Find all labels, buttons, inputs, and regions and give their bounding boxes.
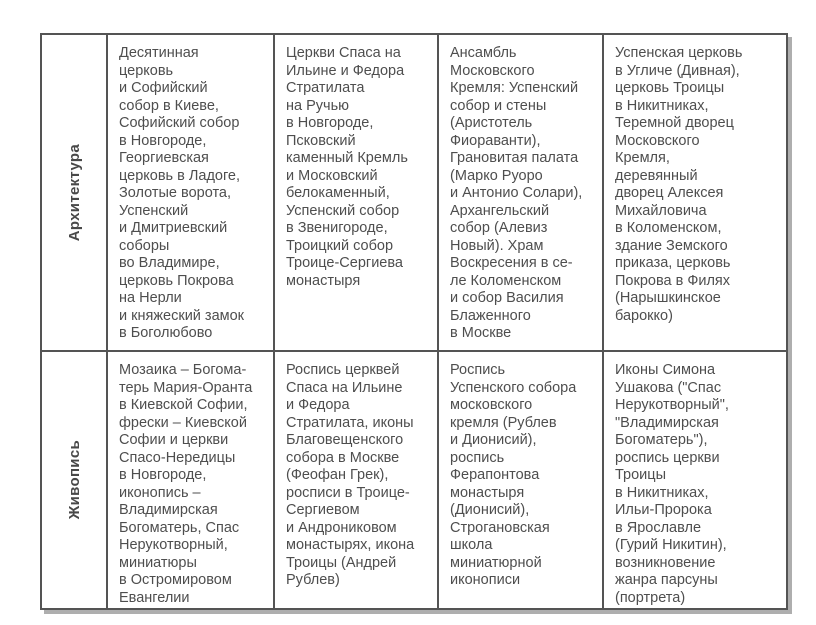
cell-architecture-period-3: Ансамбль Московского Кремля: Успенский с… (437, 35, 602, 350)
cell-painting-period-1: Мозаика – Богома- терь Мария-Оранта в Ки… (106, 350, 273, 608)
row-header-architecture-label: Архитектура (65, 143, 83, 242)
cell-architecture-period-4: Успенская церковь в Угличе (Дивная), цер… (602, 35, 786, 350)
cell-painting-period-3: Роспись Успенского собора московского кр… (437, 350, 602, 608)
row-header-architecture: Архитектура (42, 35, 106, 350)
cell-architecture-period-1: Десятинная церковь и Софийский собор в К… (106, 35, 273, 350)
cell-architecture-period-2: Церкви Спаса на Ильине и Федора Стратила… (273, 35, 437, 350)
row-header-painting-label: Живопись (65, 440, 83, 520)
cell-painting-period-4: Иконы Симона Ушакова ("Спас Нерукотворны… (602, 350, 786, 608)
row-header-painting: Живопись (42, 350, 106, 608)
history-art-table: Архитектура Десятинная церковь и Софийск… (40, 33, 788, 610)
cell-painting-period-2: Роспись церквей Спаса на Ильине и Федора… (273, 350, 437, 608)
